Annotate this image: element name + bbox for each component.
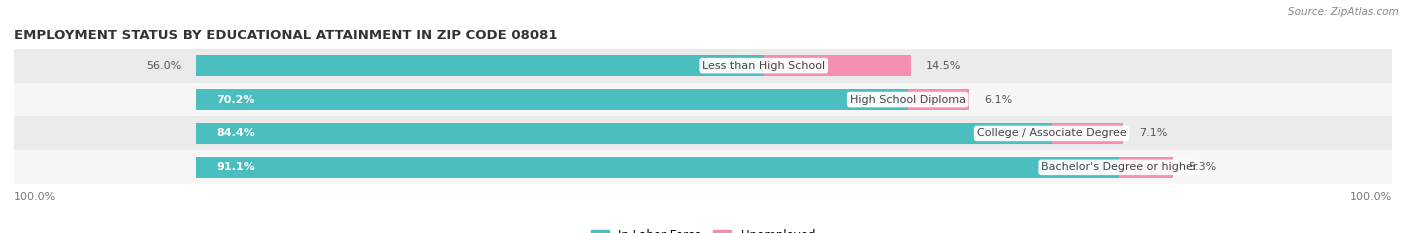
Bar	[197, 89, 908, 110]
Text: 91.1%: 91.1%	[217, 162, 256, 172]
Bar	[14, 49, 1392, 83]
Text: 56.0%: 56.0%	[146, 61, 181, 71]
Text: 70.2%: 70.2%	[217, 95, 256, 105]
Text: Bachelor's Degree or higher: Bachelor's Degree or higher	[1042, 162, 1198, 172]
Text: 84.4%: 84.4%	[217, 128, 256, 138]
Text: 100.0%: 100.0%	[14, 192, 56, 202]
Text: 5.3%: 5.3%	[1188, 162, 1216, 172]
Text: 14.5%: 14.5%	[927, 61, 962, 71]
Bar	[197, 55, 763, 76]
Legend: In Labor Force, Unemployed: In Labor Force, Unemployed	[591, 229, 815, 233]
Text: 7.1%: 7.1%	[1139, 128, 1167, 138]
Text: High School Diploma: High School Diploma	[849, 95, 966, 105]
Text: Source: ZipAtlas.com: Source: ZipAtlas.com	[1288, 7, 1399, 17]
Text: 6.1%: 6.1%	[984, 95, 1012, 105]
Bar	[14, 116, 1392, 150]
Text: Less than High School: Less than High School	[702, 61, 825, 71]
Bar	[197, 123, 1052, 144]
Bar	[14, 83, 1392, 116]
Bar	[763, 55, 911, 76]
Bar	[14, 150, 1392, 184]
Text: EMPLOYMENT STATUS BY EDUCATIONAL ATTAINMENT IN ZIP CODE 08081: EMPLOYMENT STATUS BY EDUCATIONAL ATTAINM…	[14, 29, 558, 42]
Bar	[1119, 157, 1173, 178]
Bar	[908, 89, 970, 110]
Bar	[1052, 123, 1123, 144]
Text: 100.0%: 100.0%	[1350, 192, 1392, 202]
Bar	[197, 157, 1119, 178]
Text: College / Associate Degree: College / Associate Degree	[977, 128, 1126, 138]
